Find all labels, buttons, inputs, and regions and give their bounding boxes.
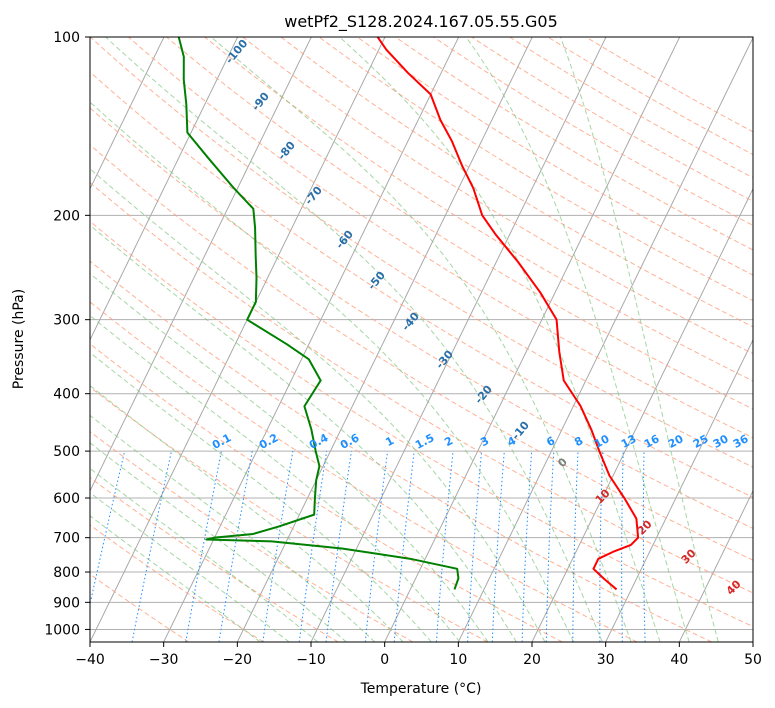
dry-adiabat-line: [128, 37, 753, 439]
mixing-ratio-line: [325, 451, 352, 642]
x-tick-label: 20: [523, 652, 541, 668]
dry-adiabat-line: [318, 37, 753, 302]
x-tick-label: 40: [670, 652, 688, 668]
moist-adiabat-line: [90, 101, 575, 642]
dry-adiabat-line: [90, 260, 712, 642]
x-tick-label: 10: [449, 652, 467, 668]
y-tick-label: 200: [53, 208, 80, 224]
moist-adiabat-line: [90, 442, 347, 642]
y-tick-label: 700: [53, 531, 80, 547]
temperature-profile-line: [376, 37, 640, 591]
mixing-ratio-line: [298, 451, 328, 642]
mixing-ratio-line: [218, 451, 253, 642]
moist-adiabat-line: [465, 37, 690, 642]
dry-adiabat-line: [90, 144, 753, 561]
y-tick-label: 800: [53, 565, 80, 581]
dry-adiabat-line: [90, 37, 753, 468]
dry-adiabat-line: [433, 37, 753, 226]
x-tick-label: −30: [149, 652, 179, 668]
mixing-ratio-label: 16: [642, 432, 662, 451]
x-axis-label: Temperature (°C): [360, 681, 482, 697]
y-tick-label: 400: [53, 387, 80, 403]
mixing-ratio-label: 13: [619, 432, 639, 451]
moist-adiabat-line: [339, 37, 661, 642]
x-tick-label: 50: [744, 652, 762, 668]
dry-adiabat-line: [90, 476, 339, 642]
x-tick-label: −40: [75, 652, 105, 668]
x-tick-label: 0: [380, 652, 389, 668]
dry-adiabat-line: [204, 37, 753, 382]
y-tick-label: 300: [53, 313, 80, 329]
isotherm-line: [236, 37, 533, 642]
moist-adiabat-line: [90, 224, 517, 642]
background-lines: [90, 37, 753, 642]
isotherm-line: [90, 37, 165, 190]
moist-adiabat-line: [90, 314, 461, 642]
dry-adiabat-line: [471, 37, 753, 202]
y-tick-label: 900: [53, 595, 80, 611]
moist-adiabat-line: [90, 384, 404, 642]
mixing-ratio-line: [364, 451, 389, 642]
mixing-ratio-label: 36: [731, 432, 751, 451]
mixing-ratio-line: [262, 451, 294, 642]
moist-adiabat-line: [90, 515, 261, 642]
moist-adiabat-line: [90, 414, 376, 642]
plot-frame: [89, 36, 754, 643]
mixing-ratio-label: 10: [592, 432, 612, 451]
moist-adiabat-line: [90, 168, 546, 642]
isotherm-line: [678, 489, 753, 642]
dry-adiabat-line: [356, 37, 753, 276]
x-tick-label: −10: [296, 652, 326, 668]
isotherm-line: [457, 37, 753, 642]
chart-title: wetPf2_S128.2024.167.05.55.G05: [284, 12, 558, 32]
dry-adiabat-line: [90, 343, 563, 642]
moist-adiabat-line: [90, 351, 432, 642]
dewpoint-profile-line: [177, 37, 460, 590]
dry-adiabat-line: [90, 386, 488, 642]
y-axis-label: Pressure (hPa): [11, 289, 27, 389]
y-tick-label: 500: [53, 444, 80, 460]
moist-adiabat-line: [105, 37, 603, 642]
x-axis: −40 −30 −20 −10 0 10 20 30 40 50: [75, 642, 762, 668]
isotherm-line: [605, 338, 753, 642]
isotherm-line: [384, 37, 681, 642]
isotherm-line: [163, 37, 460, 642]
mixing-ratio-line: [185, 451, 222, 642]
dry-adiabat-line: [90, 301, 638, 642]
moist-adiabat-line: [90, 272, 489, 642]
mixing-ratio-label: 30: [711, 432, 731, 451]
dry-adiabat-line: [242, 37, 753, 355]
mixing-ratio-line: [131, 450, 172, 642]
moist-adiabat-line: [559, 37, 719, 642]
y-tick-label: 100: [53, 30, 80, 46]
y-axis: 100 200 300 400 500 600 700 800 900 1000: [44, 30, 90, 638]
mixing-ratio-label: 20: [666, 432, 686, 451]
moist-adiabat-line: [210, 37, 632, 642]
isotherm-line: [90, 37, 312, 493]
x-tick-label: 30: [597, 652, 615, 668]
isotherm-line: [90, 37, 386, 642]
x-tick-label: −20: [223, 652, 253, 668]
dry-adiabat-line: [90, 71, 753, 498]
moist-adiabat-line: [90, 467, 319, 642]
sounding-profiles: [177, 37, 640, 591]
dry-adiabat-line: [166, 37, 753, 410]
dry-adiabat-line: [90, 181, 753, 594]
y-tick-label: 1000: [44, 622, 80, 638]
y-tick-label: 600: [53, 491, 80, 507]
mixing-ratio-label: 25: [691, 432, 711, 451]
moist-adiabat-line: [90, 492, 290, 642]
isotherm-line: [531, 187, 753, 642]
